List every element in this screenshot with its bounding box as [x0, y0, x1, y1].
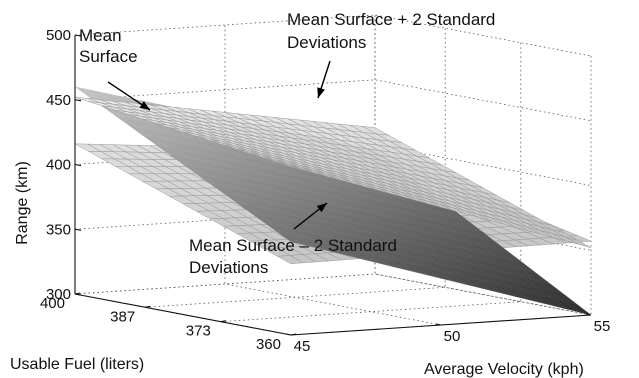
f-tick — [220, 320, 226, 323]
velocity-tick-label: 45 — [294, 338, 311, 355]
fuel-tick-label: 373 — [186, 323, 211, 340]
z-axis-title: Range (km) — [14, 161, 31, 245]
fuel-tick-label: 387 — [110, 308, 135, 325]
z-gridline — [74, 79, 592, 122]
arrow-head — [139, 101, 150, 110]
z-gridline — [74, 14, 592, 57]
z-tick-label: 450 — [46, 92, 71, 109]
annotation-2: Mean Surface + 2 Standard Deviations — [287, 10, 495, 99]
arrow-head — [316, 203, 327, 213]
z-tick — [74, 163, 82, 167]
v-tick — [285, 333, 292, 336]
f-gridline — [220, 42, 522, 323]
z-tick — [74, 34, 82, 37]
velocity-axis-title: Average Velocity (kph) — [424, 361, 584, 378]
axis-layer: 300 350 400 450 500 45 50 55 400 387 373 360 Range (… — [10, 27, 610, 378]
surface-cell — [564, 236, 592, 248]
z-tick-label: 500 — [46, 27, 71, 44]
v-tick — [435, 323, 442, 326]
surface-mesh — [74, 96, 592, 248]
surface-shaded — [74, 86, 592, 316]
z-tick-label: 400 — [46, 157, 71, 174]
z-tick — [74, 228, 82, 231]
z-gridline — [74, 208, 592, 251]
surface-layer — [74, 86, 592, 316]
annotation-text: Mean Surface + 2 Standard — [287, 10, 495, 29]
fuel-axis-line — [74, 293, 292, 336]
annotation-3: Mean Surface – 2 Standard Deviations — [189, 202, 397, 277]
v-tick — [585, 313, 592, 316]
annotation-text: Deviations — [189, 258, 268, 277]
z-tick-label: 350 — [46, 221, 71, 238]
fuel-tick-label: 360 — [256, 336, 281, 353]
f-tick — [145, 305, 151, 308]
arrow-head — [317, 87, 325, 98]
f-tick — [290, 333, 297, 336]
annotation-text: Mean Surface – 2 Standard — [189, 236, 397, 255]
velocity-tick-label: 50 — [444, 328, 461, 345]
annotation-text: Deviations — [287, 33, 366, 52]
fuel-axis-title: Usable Fuel (liters) — [10, 356, 144, 373]
velocity-tick-label: 55 — [594, 318, 611, 335]
v-gridline — [224, 25, 442, 326]
annotation-text: Surface — [79, 47, 138, 66]
annotation-1: Mean Surface — [79, 26, 151, 111]
z-tick — [74, 99, 82, 102]
f-gridline — [145, 28, 446, 308]
fuel-tick-label: 400 — [40, 295, 65, 312]
z-tick-label: 300 — [46, 286, 71, 303]
f-tick — [74, 292, 81, 295]
annotation-layer: Mean Surface Mean Surface + 2 Standard Devi… — [79, 10, 495, 277]
annotation-text: Mean — [79, 26, 122, 45]
f-gridline — [74, 15, 376, 295]
